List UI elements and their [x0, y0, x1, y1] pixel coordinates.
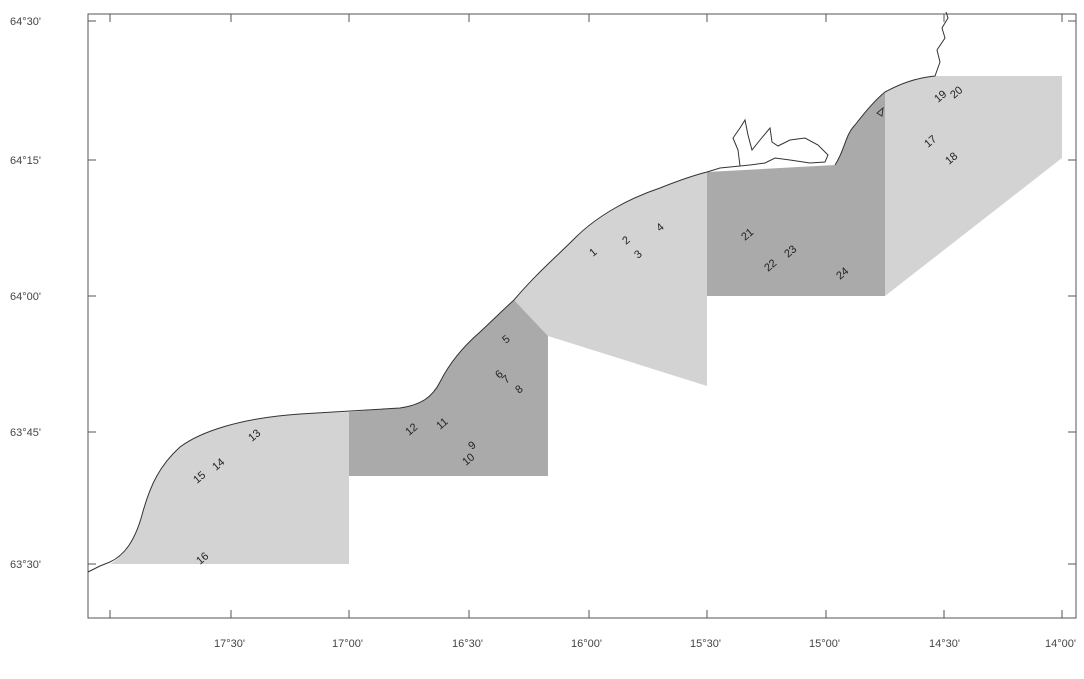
- y-tick-label: 64°00': [10, 291, 41, 303]
- coastline: [87, 11, 949, 573]
- coastline-peninsula: [732, 118, 829, 167]
- zone-east: [885, 76, 1062, 296]
- axis-ticks: [88, 14, 1076, 618]
- zone-dark-east: [707, 92, 885, 296]
- y-tick-label: 64°30': [10, 16, 41, 28]
- coastline-east: [834, 11, 949, 166]
- x-tick-label: 14°00': [1045, 638, 1076, 650]
- y-tick-label: 63°45': [10, 427, 41, 439]
- light-zones: [110, 76, 1062, 564]
- y-axis: 64°30' 64°15' 64°00' 63°45' 63°30': [10, 16, 41, 571]
- coastline-islet: [876, 106, 884, 117]
- zone-dark-west: [349, 300, 548, 476]
- zone-central: [514, 172, 707, 386]
- x-tick-label: 17°00': [332, 638, 363, 650]
- x-tick-label: 16°30': [452, 638, 483, 650]
- x-tick-label: 16°00': [571, 638, 602, 650]
- x-tick-label: 14°30': [929, 638, 960, 650]
- dark-zones: [349, 92, 885, 476]
- zone-west: [110, 412, 349, 564]
- y-tick-label: 63°30': [10, 559, 41, 571]
- x-tick-label: 15°00': [809, 638, 840, 650]
- coastline-main: [87, 165, 741, 573]
- y-tick-label: 64°15': [10, 155, 41, 167]
- x-tick-label: 17°30': [214, 638, 245, 650]
- x-tick-label: 15°30': [690, 638, 721, 650]
- map-frame: [87, 13, 1077, 619]
- x-axis: 17°30' 17°00' 16°30' 16°00' 15°30' 15°00…: [214, 638, 1076, 650]
